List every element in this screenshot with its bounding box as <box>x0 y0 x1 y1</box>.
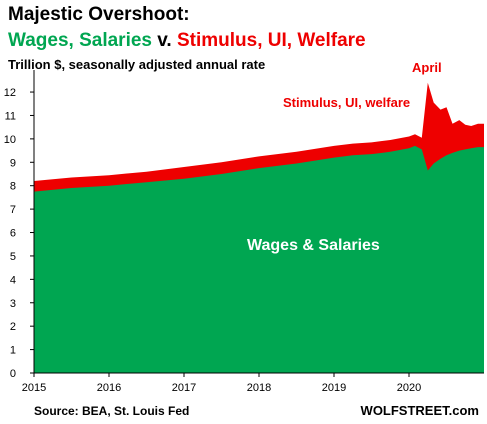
y-tick-label: 4 <box>10 274 16 286</box>
chart-title-line2: Wages, Salaries v. Stimulus, UI, Welfare <box>8 30 366 52</box>
x-tick-label: 2017 <box>172 382 196 394</box>
stimulus-annotation: Stimulus, UI, welfare <box>283 95 410 110</box>
y-tick-label: 0 <box>10 368 16 380</box>
y-tick-label: 2 <box>10 321 16 333</box>
y-tick-label: 11 <box>5 110 16 122</box>
x-tick-label: 2020 <box>397 382 421 394</box>
title-part-wages: Wages, Salaries <box>8 30 152 51</box>
x-tick-label: 2016 <box>97 382 121 394</box>
y-tick-label: 6 <box>10 228 16 240</box>
wages-annotation: Wages & Salaries <box>247 237 380 254</box>
y-tick-label: 10 <box>4 134 16 146</box>
y-tick-label: 7 <box>10 204 16 216</box>
y-tick-label: 9 <box>10 157 16 169</box>
april-annotation: April <box>412 60 442 75</box>
x-tick-label: 2015 <box>22 382 46 394</box>
chart-subtitle: Trillion $, seasonally adjusted annual r… <box>8 57 266 72</box>
y-tick-label: 1 <box>10 345 16 357</box>
x-tick-label: 2018 <box>247 382 271 394</box>
y-tick-label: 12 <box>4 87 16 99</box>
wages-area <box>34 145 484 373</box>
y-tick-label: 3 <box>10 298 16 310</box>
source-note: Source: BEA, St. Louis Fed <box>34 404 190 418</box>
title-part-transfers: Stimulus, UI, Welfare <box>176 30 366 51</box>
y-tick-label: 8 <box>10 181 16 193</box>
y-tick-label: 5 <box>10 251 16 263</box>
chart-title: Majestic Overshoot: <box>8 4 190 25</box>
x-tick-label: 2019 <box>322 382 346 394</box>
brand-logo-text: WOLFSTREET.com <box>360 403 479 418</box>
title-part-versus: v. <box>151 30 177 51</box>
